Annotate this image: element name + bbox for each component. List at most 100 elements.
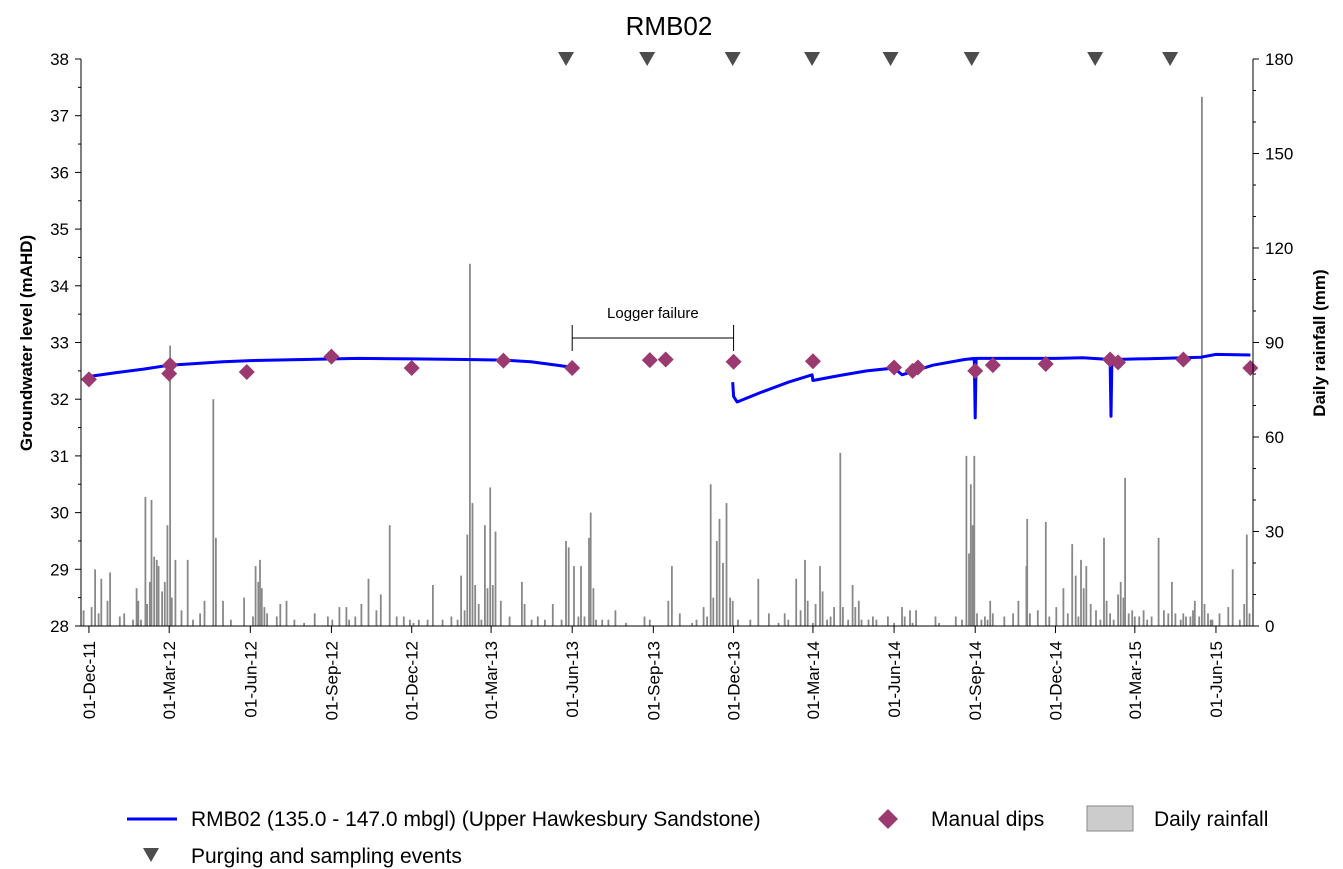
rainfall-bar — [212, 399, 215, 626]
rainfall-bar — [592, 588, 595, 626]
x-tick-label: 01-Dec-14 — [1046, 641, 1065, 720]
rainfall-bar — [867, 619, 870, 626]
manual-dips-markers — [80, 348, 1259, 388]
rainfall-bar — [426, 619, 429, 626]
sampling-event-marker — [724, 52, 741, 66]
rainfall-bar — [1167, 613, 1170, 626]
sampling-event-marker — [1162, 52, 1179, 66]
x-tick-label: 01-Mar-12 — [160, 641, 179, 719]
x-tick-label: 01-Jun-14 — [885, 641, 904, 718]
sampling-event-marker — [639, 52, 656, 66]
x-tick-label: 01-Jun-13 — [563, 641, 582, 718]
sampling-event-marker — [882, 52, 899, 66]
rainfall-bar — [1189, 616, 1192, 626]
rainfall-bar — [150, 500, 153, 626]
rainfall-bar — [712, 597, 715, 626]
rainfall-bar — [1105, 600, 1108, 626]
manual-dip-marker — [80, 371, 97, 388]
rainfall-bar — [257, 581, 260, 626]
rainfall-bar — [354, 616, 357, 626]
rainfall-bar — [976, 613, 978, 626]
rainfall-bar — [230, 619, 232, 626]
y2-axis-ticks: 0 30 60 90 120 150 180 — [1253, 50, 1293, 636]
rainfall-bar — [909, 610, 911, 627]
rainfall-bar — [203, 600, 206, 626]
rainfall-bar — [94, 569, 96, 626]
rainfall-bar — [338, 607, 341, 626]
rainfall-bar — [157, 566, 160, 626]
rainfall-bar — [971, 525, 974, 626]
rainfall-bar — [1003, 616, 1006, 626]
manual-dip-marker — [403, 360, 420, 377]
rainfall-bar — [379, 594, 382, 626]
rainfall-bar — [1099, 619, 1102, 626]
manual-dip-marker — [162, 357, 179, 374]
y-tick-label: 31 — [50, 447, 69, 466]
rainfall-bar — [118, 616, 121, 626]
rainfall-bar — [1062, 588, 1065, 626]
rainfall-bar — [153, 556, 156, 626]
rainfall-bar — [132, 619, 134, 626]
rainfall-bar — [1218, 613, 1221, 626]
x-tick-label: 01-Sep-14 — [966, 641, 985, 720]
rainfall-bar — [161, 591, 163, 626]
y-axis-ticks: 28 29 30 31 32 33 34 35 36 37 38 — [50, 50, 81, 636]
rainfall-bar — [671, 566, 673, 626]
rainfall-bar — [530, 619, 533, 626]
rainfall-bar — [508, 616, 511, 626]
rainfall-bar — [494, 531, 497, 626]
rainfall-bar — [146, 604, 148, 626]
sampling-event-marker — [1087, 52, 1104, 66]
rainfall-bar — [275, 616, 278, 626]
chart-title: RMB02 — [626, 11, 713, 41]
rainfall-bar — [348, 619, 350, 626]
rainfall-bar — [1248, 613, 1251, 626]
rainfall-bar — [783, 613, 786, 626]
rainfall-bar — [402, 616, 405, 626]
rainfall-bar — [911, 622, 914, 626]
y2-tick-label: 60 — [1265, 428, 1284, 447]
manual-dip-marker — [967, 362, 984, 379]
legend-label-groundwater: RMB02 (135.0 - 147.0 mbgl) (Upper Hawkes… — [191, 808, 761, 831]
rainfall-bar — [471, 503, 474, 626]
rainfall-bar — [491, 585, 494, 626]
rainfall-bar — [327, 616, 329, 626]
rainfall-bar — [887, 616, 889, 626]
rainfall-bar — [551, 604, 554, 626]
rainfall-bar — [580, 566, 582, 626]
rainfall-bar — [148, 581, 151, 626]
rainfall-bar — [607, 619, 610, 626]
rainfall-bar — [1089, 604, 1092, 626]
rainfall-bar — [1026, 518, 1029, 626]
rainfall-bar — [1163, 610, 1165, 627]
rainfall-bar — [263, 607, 266, 626]
rainfall-bar — [1193, 600, 1196, 626]
rainfall-bar — [199, 613, 201, 626]
rainfall-bar — [409, 619, 411, 626]
rainfall-bar — [643, 616, 646, 626]
rainfall-bar — [893, 622, 895, 626]
rainfall-bar — [757, 578, 760, 627]
rainfall-bar — [1071, 544, 1074, 626]
x-tick-label: 01-Sep-12 — [322, 641, 341, 720]
rainfall-bar — [469, 263, 471, 627]
rainfall-bar — [1171, 581, 1173, 626]
purging-sampling-markers — [558, 52, 1179, 66]
rainfall-bar — [499, 600, 502, 626]
rainfall-bar — [614, 610, 617, 627]
rainfall-bar — [718, 518, 721, 626]
rainfall-bar — [749, 619, 752, 626]
rainfall-bar — [395, 616, 398, 626]
logger-failure-annotation: Logger failure — [571, 305, 735, 351]
rainfall-bar — [706, 616, 708, 626]
rainfall-bar — [1142, 610, 1145, 627]
groundwater-line-segment — [88, 356, 573, 378]
rainfall-bar — [388, 525, 391, 626]
rainfall-bar — [903, 616, 906, 626]
rainfall-bar — [875, 619, 878, 626]
rainfall-bar — [565, 541, 567, 626]
sampling-event-marker — [558, 52, 575, 66]
rainfall-bar — [135, 588, 138, 626]
rainfall-bar — [480, 619, 483, 626]
legend-label-daily-rainfall: Daily rainfall — [1154, 808, 1268, 831]
